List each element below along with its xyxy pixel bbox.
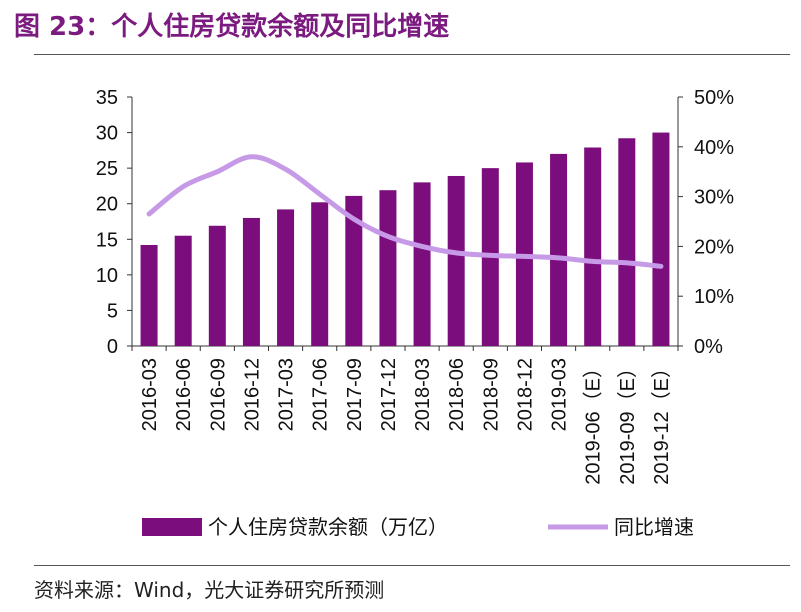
bar [277, 209, 295, 346]
right-axis-tick-label: 40% [694, 137, 734, 159]
x-axis-tick-label: 2018-03 [412, 358, 434, 431]
right-axis-tick-label: 0% [694, 336, 723, 358]
x-axis-tick-label: 2016-03 [139, 358, 161, 431]
legend-label-growth: 同比增速 [614, 515, 694, 539]
bar [652, 132, 670, 346]
bar [208, 225, 226, 346]
left-axis-tick-label: 30 [96, 123, 118, 145]
source-note: 资料来源：Wind，光大证券研究所预测 [34, 578, 385, 602]
x-axis-tick-label: 2018-09 [480, 358, 502, 431]
legend-swatch-balance [142, 518, 202, 536]
x-axis-tick-label: 2019-03 [549, 358, 571, 431]
bar [242, 217, 260, 346]
figure-title: 图 23：个人住房贷款余额及同比增速 [14, 12, 450, 42]
left-axis-tick-label: 20 [96, 194, 118, 216]
left-axis-tick-label: 15 [96, 229, 118, 251]
right-axis-tick-label: 10% [694, 286, 734, 308]
left-axis-tick-label: 5 [107, 300, 118, 322]
x-axis-tick-label: 2019-06（E） [582, 358, 605, 485]
bar [345, 195, 363, 346]
x-axis-tick-label: 2017-12 [378, 358, 400, 431]
left-axis-tick-label: 10 [96, 265, 118, 287]
growth-rate-line [146, 154, 664, 269]
left-axis-tick-label: 35 [96, 87, 118, 109]
right-axis-tick-label: 50% [694, 87, 734, 109]
bar [174, 235, 192, 346]
bar [413, 182, 431, 346]
x-axis-tick-label: 2016-12 [241, 358, 263, 431]
bar [584, 147, 602, 346]
left-axis-tick-label: 0 [107, 336, 118, 358]
bar [311, 202, 329, 346]
x-axis-tick-label: 2017-03 [276, 358, 298, 431]
bar [447, 175, 465, 346]
bar [618, 138, 636, 346]
right-axis-tick-label: 20% [694, 236, 734, 258]
x-axis-tick-label: 2017-09 [344, 358, 366, 431]
x-axis-tick-label: 2016-06 [173, 358, 195, 431]
legend-label-balance: 个人住房贷款余额（万亿） [208, 515, 448, 539]
x-axis-tick-label: 2018-12 [514, 358, 536, 431]
x-axis-tick-label: 2019-12（E） [650, 358, 673, 485]
bar [550, 153, 568, 346]
x-axis-tick-label: 2017-06 [310, 358, 332, 431]
left-axis-tick-label: 25 [96, 158, 118, 180]
right-axis-tick-label: 30% [694, 187, 734, 209]
x-axis-tick-label: 2018-06 [446, 358, 468, 431]
bottom-rule [34, 565, 790, 566]
top-rule [34, 54, 790, 55]
x-axis-tick-label: 2019-09（E） [616, 358, 639, 485]
bar [379, 190, 397, 346]
bar [140, 244, 158, 346]
x-axis-tick-label: 2016-09 [207, 358, 229, 431]
chart: 0 5 10 15 20 25 30 35 0% 10% 20% 30% 40% 50% 2016-03 20… [96, 87, 734, 539]
